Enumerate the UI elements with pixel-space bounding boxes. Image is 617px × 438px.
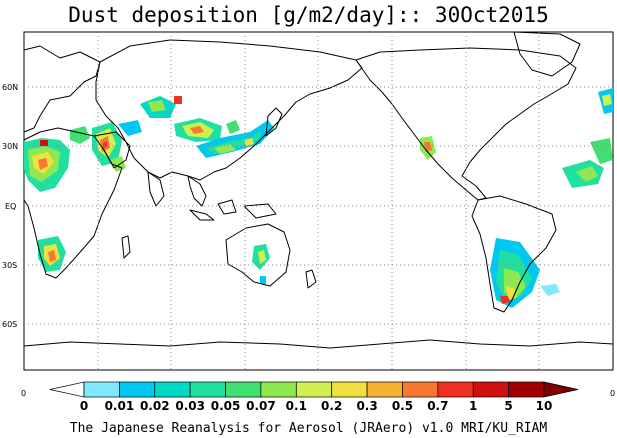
latitude-labels: 60N 30N EQ 30S 60S — [2, 83, 18, 329]
colorbar-over-arrow — [543, 381, 579, 398]
colorbar-segment — [508, 381, 545, 398]
lat-label-eq: EQ — [5, 202, 16, 211]
graticule — [24, 32, 613, 370]
colorbar-segment — [295, 381, 333, 398]
coastlines — [23, 31, 614, 349]
axis-end-label-left: 0 — [21, 389, 26, 398]
colorbar-segment — [437, 381, 474, 398]
colorbar-segment — [119, 381, 156, 398]
colorbar-segment — [225, 381, 262, 398]
colorbar-tick-label: 0.05 — [211, 399, 241, 413]
colorbar: 0 0.01 0.02 0.03 0.05 0.07 0.1 0.2 0.3 0.5 0.7 1 5 10 — [49, 381, 579, 413]
colorbar-segment — [472, 381, 509, 398]
footer-credit: The Japanese Reanalysis for Aerosol (JRA… — [69, 421, 548, 436]
lat-label-30n: 30N — [2, 142, 18, 151]
lat-label-60n: 60N — [2, 83, 18, 92]
colorbar-tick-label: 0.1 — [286, 399, 307, 413]
colorbar-tick-label: 0 — [80, 399, 88, 413]
colorbar-tick-label: 0.5 — [392, 399, 413, 413]
colorbar-tick-label: 10 — [536, 399, 553, 413]
colorbar-tick-label: 0.2 — [321, 399, 342, 413]
colorbar-tick-label: 0.3 — [356, 399, 377, 413]
colorbar-segment — [154, 381, 191, 398]
colorbar-segment — [402, 381, 439, 398]
colorbar-under-arrow — [49, 381, 85, 398]
dust-shading — [24, 88, 613, 308]
axis-end-label-right: 0 — [610, 389, 615, 398]
map-title: Dust deposition [g/m2/day]:: 30Oct2015 — [68, 3, 549, 27]
colorbar-tick-label: 0.7 — [427, 399, 448, 413]
colorbar-segment — [260, 381, 297, 398]
colorbar-segment — [83, 381, 120, 398]
colorbar-segment — [366, 381, 403, 398]
colorbar-tick-label: 5 — [504, 399, 512, 413]
colorbar-tick-label: 0.07 — [246, 399, 276, 413]
colorbar-tick-label: 0.02 — [140, 399, 170, 413]
lat-label-60s: 60S — [2, 320, 17, 329]
colorbar-segment — [189, 381, 226, 398]
colorbar-tick-label: 0.01 — [105, 399, 135, 413]
colorbar-tick-label: 1 — [469, 399, 477, 413]
colorbar-tick-label: 0.03 — [175, 399, 205, 413]
colorbar-segment — [331, 381, 368, 398]
lat-label-30s: 30S — [2, 261, 17, 270]
